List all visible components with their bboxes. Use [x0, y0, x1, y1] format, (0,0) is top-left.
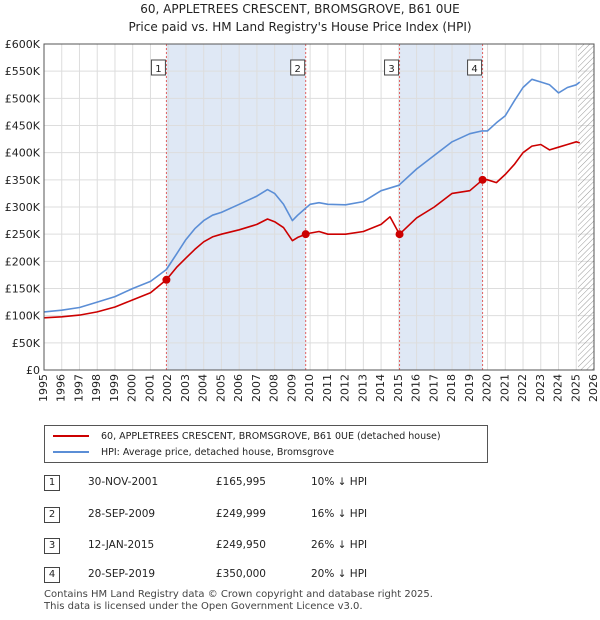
transaction-date: 30-NOV-2001 [88, 476, 159, 488]
x-tick-label: 1999 [108, 374, 121, 402]
x-tick-label: 2006 [232, 374, 245, 402]
x-tick-label: 2021 [498, 374, 511, 402]
x-tick-label: 2007 [250, 374, 263, 402]
x-tick-label: 1997 [72, 374, 85, 402]
forecast-hatch [578, 44, 594, 370]
x-tick-label: 1996 [55, 374, 68, 402]
x-tick-label: 2004 [197, 374, 210, 402]
x-tick-label: 2017 [427, 374, 440, 402]
x-tick-label: 2011 [321, 374, 334, 402]
y-tick-label: £100K [5, 310, 41, 323]
y-tick-label: £500K [5, 92, 41, 105]
transaction-hpi: 26% ↓ HPI [311, 539, 368, 551]
x-tick-label: 2012 [339, 374, 352, 402]
y-tick-label: £600K [5, 38, 41, 51]
transaction-number: 4 [44, 567, 60, 583]
transaction-hpi: 10% ↓ HPI [311, 476, 368, 488]
y-tick-label: £0 [26, 364, 40, 377]
x-tick-label: 2013 [356, 374, 369, 402]
y-tick-label: £300K [5, 201, 41, 214]
y-tick-label: £400K [5, 147, 41, 160]
property-price-line [43, 141, 581, 319]
transaction-price: £249,950 [215, 539, 266, 551]
legend-label-hpi: HPI: Average price, detached house, Brom… [101, 446, 335, 458]
x-tick-label: 2018 [445, 374, 458, 402]
transaction-date: 28-SEP-2009 [88, 508, 156, 520]
sale-point [395, 230, 404, 239]
chart-subtitle: Price paid vs. HM Land Registry's House … [128, 20, 472, 34]
x-tick-label: 2014 [374, 374, 387, 402]
legend-item-property: 60, APPLETREES CRESCENT, BROMSGROVE, B61… [53, 429, 441, 443]
x-tick-label: 2025 [569, 374, 582, 402]
transaction-row: 3 12-JAN-2015 £249,950 26% ↓ HPI [44, 538, 564, 554]
x-tick-label: 2000 [126, 374, 139, 402]
legend-swatch-blue [53, 451, 89, 453]
legend-swatch-red [53, 435, 89, 437]
sale-marker-box [384, 59, 400, 76]
y-tick-label: £450K [5, 120, 41, 133]
transaction-hpi: 16% ↓ HPI [311, 508, 368, 520]
sale-marker-label: 1 [155, 64, 161, 75]
transaction-price: £350,000 [215, 568, 266, 580]
legend-label-property: 60, APPLETREES CRESCENT, BROMSGROVE, B61… [101, 430, 441, 442]
legend: 60, APPLETREES CRESCENT, BROMSGROVE, B61… [44, 425, 488, 463]
x-tick-label: 2003 [179, 374, 192, 402]
y-tick-label: £550K [5, 65, 41, 78]
transaction-row: 1 30-NOV-2001 £165,995 10% ↓ HPI [44, 475, 564, 491]
x-tick-label: 2015 [392, 374, 405, 402]
x-tick-label: 2026 [587, 374, 600, 402]
x-tick-label: 2022 [516, 374, 529, 402]
x-tick-label: 2010 [303, 374, 316, 402]
hpi-line [43, 78, 581, 313]
x-tick-label: 1998 [90, 374, 103, 402]
sale-marker-box [290, 59, 306, 76]
transaction-price: £249,999 [215, 508, 266, 520]
sale-marker-label: 3 [388, 64, 394, 75]
legend-item-hpi: HPI: Average price, detached house, Brom… [53, 445, 334, 459]
transaction-row: 2 28-SEP-2009 £249,999 16% ↓ HPI [44, 507, 564, 523]
sale-marker-box [467, 59, 483, 76]
sale-marker-box [150, 59, 166, 76]
footer-licence: This data is licensed under the Open Gov… [44, 601, 363, 612]
x-tick-label: 2001 [143, 374, 156, 402]
transaction-date: 20-SEP-2019 [88, 568, 156, 580]
transaction-row: 4 20-SEP-2019 £350,000 20% ↓ HPI [44, 567, 564, 583]
y-tick-label: £350K [5, 174, 41, 187]
y-tick-label: £50K [12, 337, 41, 350]
y-tick-label: £250K [5, 228, 41, 241]
x-tick-label: 2020 [481, 374, 494, 402]
price-chart: 1 2 3 4 £0 £50K £100K £150K £200K £250K £300K £350… [5, 38, 600, 402]
sale-marker-label: 4 [471, 64, 477, 75]
sale-point [478, 175, 487, 184]
transaction-date: 12-JAN-2015 [88, 539, 155, 551]
sale-point [162, 275, 171, 284]
x-tick-label: 2005 [214, 374, 227, 402]
x-tick-label: 2016 [410, 374, 423, 402]
transaction-number: 3 [44, 538, 60, 554]
transaction-number: 2 [44, 507, 60, 523]
chart-title: 60, APPLETREES CRESCENT, BROMSGROVE, B61… [140, 2, 460, 16]
x-tick-label: 2002 [161, 374, 174, 402]
y-tick-label: £200K [5, 255, 41, 268]
x-tick-label: 2024 [552, 374, 565, 402]
plot-frame [43, 43, 595, 371]
x-tick-label: 1995 [37, 374, 50, 402]
sale-marker-label: 2 [295, 64, 301, 75]
x-tick-label: 2009 [285, 374, 298, 402]
sale-point [301, 230, 310, 239]
x-tick-label: 2023 [534, 374, 547, 402]
transaction-price: £165,995 [215, 476, 266, 488]
footer-copyright: Contains HM Land Registry data © Crown c… [44, 589, 433, 600]
transaction-number: 1 [44, 475, 60, 491]
x-tick-label: 2019 [463, 374, 476, 402]
transaction-hpi: 20% ↓ HPI [311, 568, 368, 580]
x-tick-label: 2008 [268, 374, 281, 402]
y-tick-label: £150K [5, 283, 41, 296]
